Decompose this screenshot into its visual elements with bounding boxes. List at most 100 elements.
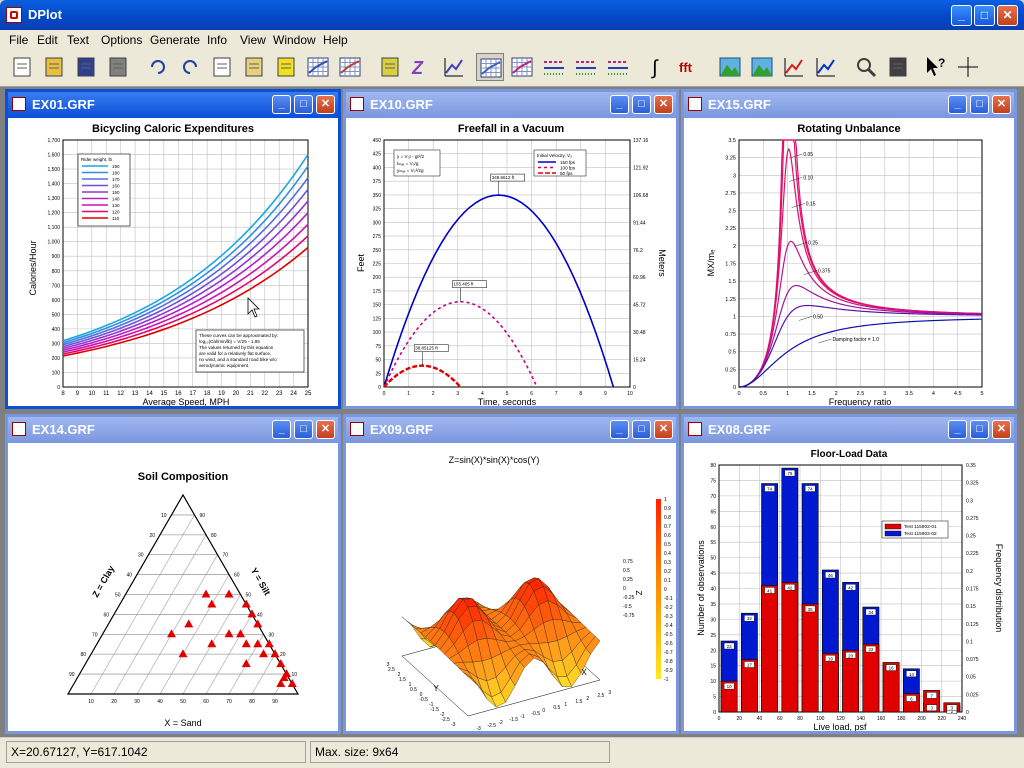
open-folder-button[interactable]	[40, 53, 68, 81]
handle	[866, 67, 877, 78]
close-button[interactable]: ✕	[997, 5, 1018, 26]
bar-label: 42	[787, 585, 793, 590]
window-titlebar[interactable]: EX15.GRF _ □ ✕	[684, 92, 1014, 118]
statusbar: X=20.67127, Y=617.1042 Max. size: 9x64	[0, 738, 1024, 768]
y-tick-label: 900	[52, 254, 61, 260]
font-button[interactable]: Z	[408, 53, 436, 81]
dplot-icon	[6, 7, 22, 23]
table-edit-button[interactable]	[304, 53, 332, 81]
minimize-button[interactable]: _	[272, 420, 291, 439]
close-button[interactable]: ✕	[654, 95, 673, 114]
window-ex01[interactable]: EX01.GRF _ □ ✕ Bicycling Caloric Expendi…	[5, 89, 341, 409]
data-point	[184, 619, 194, 628]
maximize-button[interactable]: □	[294, 420, 313, 439]
minimize-button[interactable]: _	[948, 420, 967, 439]
maximize-button[interactable]: □	[632, 420, 651, 439]
gradient-grid-button[interactable]	[508, 53, 536, 81]
help-pointer-button[interactable]: ?	[922, 53, 950, 81]
menu-file[interactable]: File	[9, 33, 29, 47]
menu-text[interactable]: Text	[67, 33, 90, 47]
print-button[interactable]	[104, 53, 132, 81]
maximize-button[interactable]: □	[294, 95, 313, 114]
minimize-button[interactable]: _	[610, 95, 629, 114]
close-button[interactable]: ✕	[316, 95, 335, 114]
y-tick-label: 10	[710, 679, 716, 685]
image-button[interactable]	[748, 53, 776, 81]
window-ex10[interactable]: EX10.GRF _ □ ✕ Freefall in a Vacuum 0 1 2 3 4…	[343, 89, 679, 409]
menu-options[interactable]: Options	[101, 33, 143, 47]
window-titlebar[interactable]: EX14.GRF _ □ ✕	[8, 417, 338, 443]
menu-info[interactable]: Info	[207, 33, 228, 47]
close-button[interactable]: ✕	[316, 420, 335, 439]
grid-edit-button[interactable]	[336, 53, 364, 81]
window-ex09[interactable]: EX09.GRF _ □ ✕ Z=sin(X)*sin(X)*cos(Y) Y X Z…	[343, 414, 679, 734]
bar-red	[821, 653, 839, 713]
bar-style-button[interactable]	[572, 53, 600, 81]
x-tick-label: 12	[117, 391, 124, 397]
fft-button[interactable]: fft	[676, 53, 704, 81]
maximize-button[interactable]: □	[970, 95, 989, 114]
maximize-button[interactable]: □	[974, 5, 995, 26]
close-button[interactable]: ✕	[992, 95, 1011, 114]
line-style-button[interactable]	[540, 53, 568, 81]
menu-edit[interactable]: Edit	[37, 33, 58, 47]
undo-button[interactable]	[144, 53, 172, 81]
label-leader	[789, 177, 803, 182]
maximize-button[interactable]: □	[632, 95, 651, 114]
menu-generate[interactable]: Generate	[150, 33, 201, 47]
window-ex14[interactable]: EX14.GRF _ □ ✕ Soil Composition 10 10 10 20 2…	[5, 414, 341, 734]
app-titlebar[interactable]: DPlot _ □ ✕	[0, 0, 1024, 30]
note-button[interactable]	[376, 53, 404, 81]
integral-button[interactable]: ∫	[644, 53, 672, 81]
y-tick-label: 2.75	[725, 191, 736, 197]
window-titlebar[interactable]: EX08.GRF _ □ ✕	[684, 417, 1014, 443]
x-tick-label: 20	[736, 716, 742, 722]
maximize-button[interactable]: □	[970, 420, 989, 439]
highlighter-button[interactable]	[272, 53, 300, 81]
zoom-button[interactable]	[852, 53, 880, 81]
new-file-button[interactable]	[8, 53, 36, 81]
peak-button[interactable]	[812, 53, 840, 81]
data-point	[270, 649, 280, 658]
y-tick-label: -1.5	[430, 707, 439, 713]
copy-button[interactable]	[208, 53, 236, 81]
x-tick-label: 6	[530, 391, 533, 397]
grid-button[interactable]	[476, 53, 504, 81]
menu-help[interactable]: Help	[323, 33, 348, 47]
minimize-button[interactable]: _	[272, 95, 291, 114]
y-tick-label: 700	[52, 283, 61, 289]
window-ex08[interactable]: EX08.GRF _ □ ✕ Floor-Load Data 0 20 40 60 80 1…	[681, 414, 1017, 734]
points-button[interactable]	[604, 53, 632, 81]
bar-label: 19	[828, 656, 834, 661]
minimize-button[interactable]: _	[948, 95, 967, 114]
bar-label: 74	[767, 487, 773, 492]
paste-button[interactable]	[240, 53, 268, 81]
menu-window[interactable]: Window	[273, 33, 316, 47]
colorbar-tick-label: 0.6	[664, 533, 671, 539]
colorbar-tick-label: -0.1	[664, 596, 673, 602]
axes-button[interactable]	[440, 53, 468, 81]
minimize-button[interactable]: _	[951, 5, 972, 26]
x-tick-label: 3	[883, 391, 886, 397]
fit-button[interactable]	[884, 53, 912, 81]
app-title: DPlot	[28, 7, 62, 22]
close-button[interactable]: ✕	[654, 420, 673, 439]
bar-label: 20	[848, 653, 854, 658]
window-titlebar[interactable]: EX01.GRF _ □ ✕	[8, 92, 338, 118]
doc-shape	[13, 57, 31, 77]
save-button[interactable]	[72, 53, 100, 81]
crosshair-button[interactable]	[954, 53, 982, 81]
close-button[interactable]: ✕	[992, 420, 1011, 439]
menu-view[interactable]: View	[240, 33, 266, 47]
colorbar-tick-label: 1	[664, 497, 667, 503]
map-button[interactable]	[716, 53, 744, 81]
series-line	[62, 154, 309, 342]
label-leader	[803, 270, 817, 275]
gradient-grid-icon	[511, 57, 533, 77]
window-ex15[interactable]: EX15.GRF _ □ ✕ Rotating Unbalance 0 0.5 1 1.…	[681, 89, 1017, 409]
trend-button[interactable]	[780, 53, 808, 81]
window-titlebar[interactable]: EX10.GRF _ □ ✕	[346, 92, 676, 118]
minimize-button[interactable]: _	[610, 420, 629, 439]
window-titlebar[interactable]: EX09.GRF _ □ ✕	[346, 417, 676, 443]
redo-button[interactable]	[176, 53, 204, 81]
